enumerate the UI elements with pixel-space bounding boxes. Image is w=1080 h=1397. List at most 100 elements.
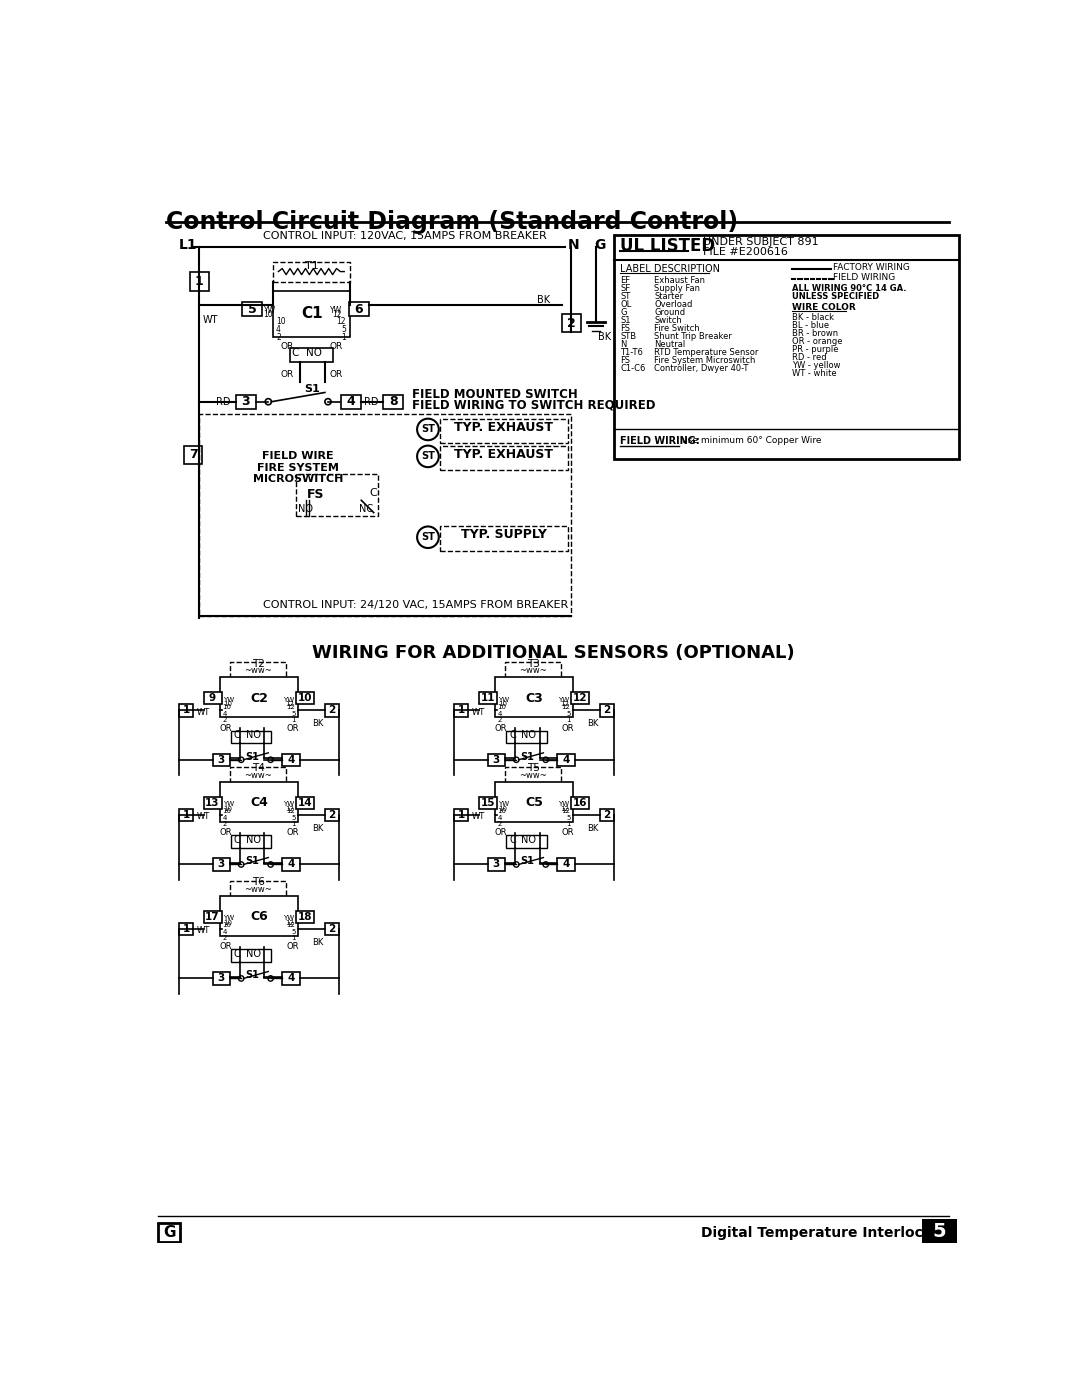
Text: G: G xyxy=(163,1225,175,1241)
Text: 5: 5 xyxy=(291,816,296,821)
Text: 5: 5 xyxy=(341,326,346,334)
Text: 1: 1 xyxy=(566,821,570,827)
Text: 4: 4 xyxy=(563,754,569,764)
Text: NO: NO xyxy=(522,731,536,740)
Text: BK: BK xyxy=(588,824,598,833)
Bar xyxy=(557,858,576,870)
Text: 1: 1 xyxy=(183,810,190,820)
Text: 12: 12 xyxy=(572,693,588,703)
Text: 1: 1 xyxy=(458,810,464,820)
Text: 2: 2 xyxy=(328,925,336,935)
Text: 11: 11 xyxy=(481,693,495,703)
Text: OR: OR xyxy=(219,724,232,732)
Text: C: C xyxy=(292,348,299,358)
Text: 10: 10 xyxy=(224,701,232,707)
Text: CONTROL INPUT: 120VAC, 15AMPS FROM BREAKER: CONTROL INPUT: 120VAC, 15AMPS FROM BREAK… xyxy=(262,231,546,240)
Bar xyxy=(325,704,339,717)
Bar xyxy=(496,678,572,718)
Text: YW: YW xyxy=(558,802,569,807)
Text: 8: 8 xyxy=(389,395,397,408)
Text: 10: 10 xyxy=(297,693,312,703)
Text: G: G xyxy=(620,307,626,317)
Text: NO: NO xyxy=(246,835,261,845)
Text: 5: 5 xyxy=(291,929,296,935)
Text: 2: 2 xyxy=(498,717,502,722)
Text: OR: OR xyxy=(219,828,232,837)
Text: 2: 2 xyxy=(222,936,227,942)
Text: 4: 4 xyxy=(222,711,227,717)
Bar xyxy=(325,923,339,936)
Text: 2: 2 xyxy=(222,821,227,827)
Text: C1-C6: C1-C6 xyxy=(620,365,646,373)
Text: WT: WT xyxy=(472,812,485,821)
Text: NO: NO xyxy=(298,504,313,514)
Text: NO: NO xyxy=(306,348,322,358)
Text: YW: YW xyxy=(224,915,234,922)
Text: 1: 1 xyxy=(183,705,190,715)
Bar xyxy=(230,880,286,898)
Text: WT: WT xyxy=(197,926,211,935)
Text: T3: T3 xyxy=(527,658,540,669)
Bar xyxy=(480,796,497,809)
Text: 18: 18 xyxy=(297,912,312,922)
Bar xyxy=(213,858,230,870)
Bar xyxy=(220,782,298,823)
Text: WT: WT xyxy=(472,707,485,717)
Text: 1: 1 xyxy=(291,936,296,942)
Text: 3: 3 xyxy=(242,395,251,408)
Text: C: C xyxy=(509,835,516,845)
Text: YW: YW xyxy=(329,306,342,314)
Text: C3: C3 xyxy=(525,692,543,704)
Text: 10: 10 xyxy=(264,310,273,319)
Text: C4: C4 xyxy=(251,796,268,809)
Text: C: C xyxy=(234,949,241,958)
Text: FS: FS xyxy=(620,324,630,332)
Text: C1: C1 xyxy=(301,306,323,321)
Text: 12: 12 xyxy=(561,806,569,812)
Bar xyxy=(921,1218,957,1243)
Text: 10: 10 xyxy=(498,809,507,814)
Text: C2: C2 xyxy=(251,692,268,704)
Bar xyxy=(230,767,286,784)
Text: RD: RD xyxy=(364,397,378,407)
Text: 1: 1 xyxy=(291,821,296,827)
Bar xyxy=(179,704,193,717)
Text: YW: YW xyxy=(283,915,294,922)
Text: WT: WT xyxy=(197,707,211,717)
Text: FIELD WIRE: FIELD WIRE xyxy=(262,451,334,461)
Text: Switch: Switch xyxy=(654,316,681,326)
Text: Control Circuit Diagram (Standard Control): Control Circuit Diagram (Standard Contro… xyxy=(166,210,738,233)
Text: FACTORY WIRING: FACTORY WIRING xyxy=(834,263,910,272)
Text: 2: 2 xyxy=(604,810,610,820)
Text: EF: EF xyxy=(620,275,631,285)
Text: 12: 12 xyxy=(562,704,570,710)
Text: OR: OR xyxy=(495,828,507,837)
Text: 12: 12 xyxy=(562,809,570,814)
Text: 10: 10 xyxy=(498,704,507,710)
Text: C: C xyxy=(369,489,377,499)
Text: 10: 10 xyxy=(222,922,231,929)
Text: 4: 4 xyxy=(222,816,227,821)
Text: N: N xyxy=(620,341,626,349)
Bar xyxy=(231,731,271,743)
Text: FIRE SYSTEM: FIRE SYSTEM xyxy=(257,462,339,474)
Text: 2: 2 xyxy=(328,810,336,820)
Text: UNLESS SPECIFIED: UNLESS SPECIFIED xyxy=(793,292,879,300)
Text: 4: 4 xyxy=(222,929,227,935)
Text: 10: 10 xyxy=(276,317,286,326)
Bar xyxy=(441,419,568,443)
Bar xyxy=(213,972,230,985)
Text: 1: 1 xyxy=(341,332,346,341)
Text: WT: WT xyxy=(197,812,211,821)
Text: Fire Switch: Fire Switch xyxy=(654,324,700,332)
Text: 4: 4 xyxy=(276,326,281,334)
Text: WIRE COLOR: WIRE COLOR xyxy=(793,303,856,312)
Text: MICROSWITCH: MICROSWITCH xyxy=(253,475,343,485)
Text: C: C xyxy=(234,835,241,845)
Text: S1: S1 xyxy=(245,856,259,866)
Text: 2: 2 xyxy=(222,717,227,722)
Bar xyxy=(496,782,572,823)
Text: Overload: Overload xyxy=(654,300,692,309)
Bar xyxy=(179,923,193,936)
Text: 12: 12 xyxy=(286,922,296,929)
